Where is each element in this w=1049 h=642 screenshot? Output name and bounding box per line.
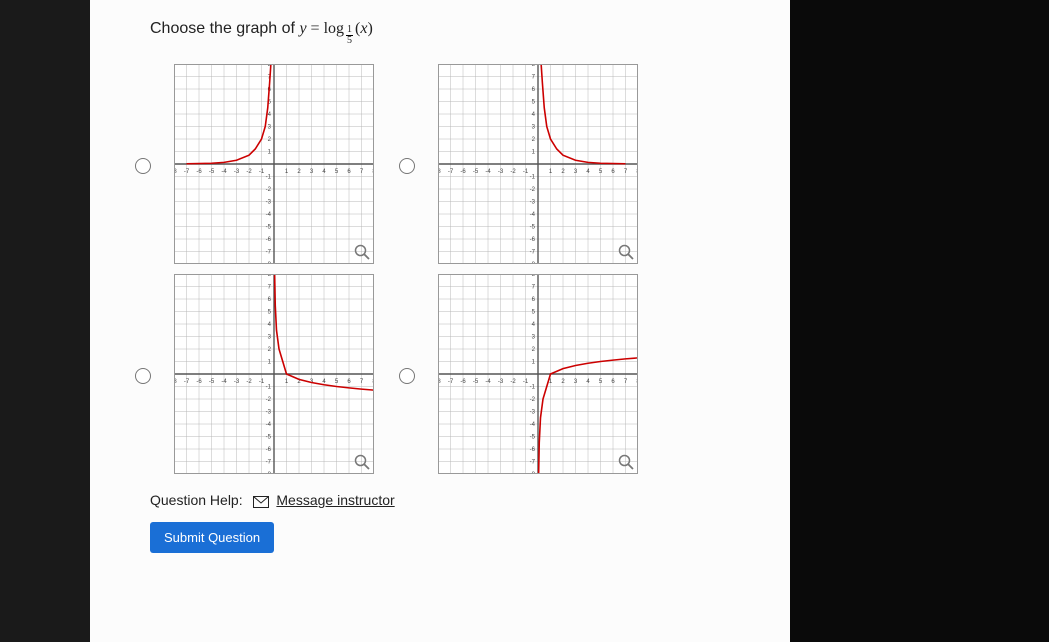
svg-text:-7: -7 bbox=[530, 250, 536, 256]
svg-text:-3: -3 bbox=[530, 200, 536, 206]
svg-text:-3: -3 bbox=[234, 169, 240, 175]
radio-A[interactable] bbox=[135, 158, 151, 174]
svg-text:-4: -4 bbox=[266, 422, 272, 428]
svg-text:-2: -2 bbox=[510, 169, 516, 175]
svg-text:-1: -1 bbox=[259, 169, 265, 175]
svg-text:-7: -7 bbox=[448, 379, 454, 385]
svg-text:-5: -5 bbox=[530, 225, 536, 231]
svg-text:-7: -7 bbox=[530, 460, 536, 466]
svg-text:-1: -1 bbox=[530, 175, 536, 181]
option-radio-A bbox=[130, 155, 154, 174]
svg-text:-2: -2 bbox=[246, 169, 252, 175]
svg-text:-3: -3 bbox=[234, 379, 240, 385]
svg-text:-3: -3 bbox=[498, 169, 504, 175]
svg-text:-5: -5 bbox=[473, 379, 479, 385]
svg-text:-3: -3 bbox=[498, 379, 504, 385]
svg-text:-4: -4 bbox=[485, 169, 491, 175]
option-radio-B bbox=[394, 155, 418, 174]
zoom-icon[interactable] bbox=[618, 454, 634, 470]
svg-text:-4: -4 bbox=[530, 422, 536, 428]
envelope-icon bbox=[253, 495, 269, 507]
svg-text:-1: -1 bbox=[523, 169, 529, 175]
left-sidebar bbox=[0, 0, 90, 642]
radio-D[interactable] bbox=[399, 368, 415, 384]
svg-text:-7: -7 bbox=[184, 379, 190, 385]
svg-text:-6: -6 bbox=[460, 379, 466, 385]
svg-text:-3: -3 bbox=[266, 410, 272, 416]
svg-text:-7: -7 bbox=[448, 169, 454, 175]
help-row: Question Help: Message instructor bbox=[150, 492, 750, 508]
svg-text:-6: -6 bbox=[196, 379, 202, 385]
svg-text:-2: -2 bbox=[530, 397, 536, 403]
graph-option-B[interactable]: -8-7-6-5-4-3-2-112345678-8-7-6-5-4-3-2-1… bbox=[438, 64, 638, 264]
svg-text:-4: -4 bbox=[221, 379, 227, 385]
graph-option-D[interactable]: -8-7-6-5-4-3-2-112345678-8-7-6-5-4-3-2-1… bbox=[438, 274, 638, 474]
svg-text:-6: -6 bbox=[460, 169, 466, 175]
svg-text:-1: -1 bbox=[259, 379, 265, 385]
svg-text:-5: -5 bbox=[266, 225, 272, 231]
question-panel: Choose the graph of y = log15(x) -8-7-6-… bbox=[90, 0, 790, 642]
zoom-icon[interactable] bbox=[354, 454, 370, 470]
svg-text:-5: -5 bbox=[209, 379, 215, 385]
radio-B[interactable] bbox=[399, 158, 415, 174]
svg-text:-1: -1 bbox=[266, 175, 272, 181]
svg-text:-7: -7 bbox=[266, 250, 272, 256]
option-radio-D bbox=[394, 365, 418, 384]
svg-text:-4: -4 bbox=[530, 212, 536, 218]
question-prompt: Choose the graph of y = log15(x) bbox=[150, 20, 750, 46]
math-eq: = bbox=[307, 20, 324, 37]
svg-text:-7: -7 bbox=[266, 460, 272, 466]
svg-text:-2: -2 bbox=[510, 379, 516, 385]
svg-text:-2: -2 bbox=[266, 187, 272, 193]
option-radio-C bbox=[130, 365, 154, 384]
svg-text:-5: -5 bbox=[266, 435, 272, 441]
svg-text:-6: -6 bbox=[530, 237, 536, 243]
svg-text:-5: -5 bbox=[530, 435, 536, 441]
graph-option-C[interactable]: -8-7-6-5-4-3-2-112345678-8-7-6-5-4-3-2-1… bbox=[174, 274, 374, 474]
svg-text:-1: -1 bbox=[266, 385, 272, 391]
svg-text:-2: -2 bbox=[530, 187, 536, 193]
submit-button[interactable]: Submit Question bbox=[150, 522, 274, 553]
prompt-prefix: Choose the graph of bbox=[150, 20, 299, 37]
svg-text:-2: -2 bbox=[246, 379, 252, 385]
zoom-icon[interactable] bbox=[618, 244, 634, 260]
svg-text:-4: -4 bbox=[221, 169, 227, 175]
svg-text:-2: -2 bbox=[266, 397, 272, 403]
graph-options: -8-7-6-5-4-3-2-112345678-8-7-6-5-4-3-2-1… bbox=[130, 64, 750, 474]
svg-text:-4: -4 bbox=[485, 379, 491, 385]
svg-text:-1: -1 bbox=[530, 385, 536, 391]
math-base: 15 bbox=[346, 25, 353, 46]
svg-text:-3: -3 bbox=[530, 410, 536, 416]
svg-text:-6: -6 bbox=[196, 169, 202, 175]
svg-text:-5: -5 bbox=[473, 169, 479, 175]
svg-text:-5: -5 bbox=[209, 169, 215, 175]
math-lhs: y bbox=[299, 20, 306, 37]
svg-text:-6: -6 bbox=[266, 237, 272, 243]
svg-text:-3: -3 bbox=[266, 200, 272, 206]
help-label: Question Help: bbox=[150, 492, 243, 508]
svg-text:-6: -6 bbox=[266, 447, 272, 453]
svg-text:-4: -4 bbox=[266, 212, 272, 218]
message-instructor-link[interactable]: Message instructor bbox=[276, 492, 394, 508]
zoom-icon[interactable] bbox=[354, 244, 370, 260]
radio-C[interactable] bbox=[135, 368, 151, 384]
svg-text:-7: -7 bbox=[184, 169, 190, 175]
graph-option-A[interactable]: -8-7-6-5-4-3-2-112345678-8-7-6-5-4-3-2-1… bbox=[174, 64, 374, 264]
svg-text:-6: -6 bbox=[530, 447, 536, 453]
math-func: log bbox=[324, 20, 344, 37]
svg-text:-1: -1 bbox=[523, 379, 529, 385]
